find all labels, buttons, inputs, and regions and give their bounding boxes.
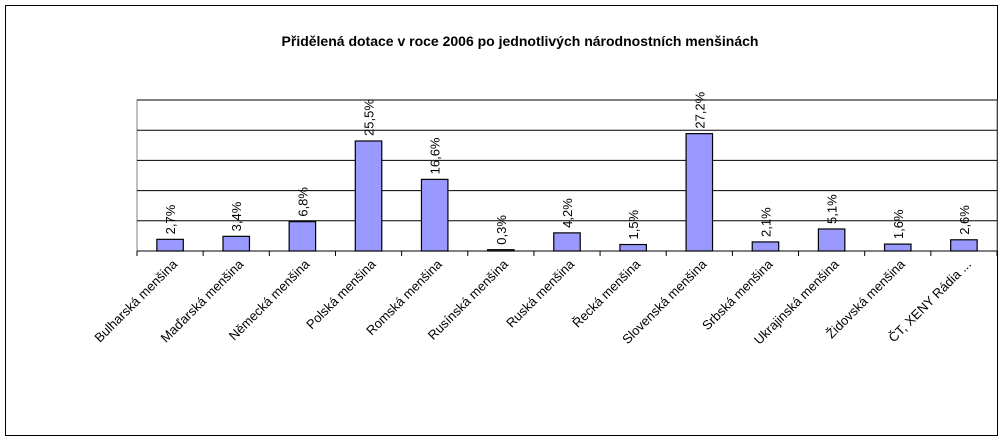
value-label: 16,6% [428, 137, 443, 174]
value-label: 1,5% [626, 209, 641, 239]
bar [156, 238, 184, 252]
chart-title: Přidělená dotace v roce 2006 po jednotli… [282, 33, 759, 49]
bar [685, 133, 714, 252]
value-label: 27,2% [692, 91, 707, 128]
bar [288, 221, 317, 252]
bar [222, 235, 251, 252]
bar [817, 228, 846, 252]
value-label: 2,7% [163, 204, 178, 234]
value-label: 25,5% [362, 99, 377, 136]
bar [420, 178, 449, 252]
bar [553, 232, 581, 252]
value-label: 5,1% [825, 194, 840, 224]
plot-area [136, 99, 998, 252]
value-label: 0,3% [494, 215, 509, 245]
bar [619, 243, 647, 252]
value-label: 2,6% [957, 205, 972, 235]
bar [354, 140, 383, 252]
value-label: 1,6% [891, 209, 906, 239]
value-label: 2,1% [758, 207, 773, 237]
bar [883, 243, 912, 252]
value-label: 4,2% [560, 198, 575, 228]
bar [487, 249, 515, 252]
value-label: 3,4% [229, 201, 244, 231]
bar [950, 239, 978, 252]
bar [751, 241, 780, 252]
value-label: 6,8% [295, 187, 310, 217]
